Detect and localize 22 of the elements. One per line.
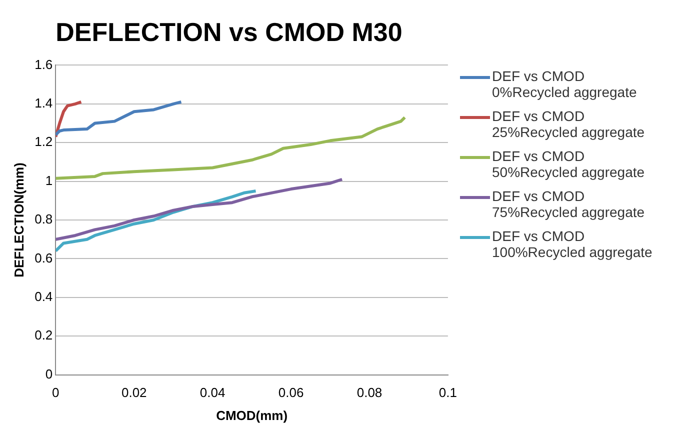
y-tick-label: 1 <box>45 172 53 188</box>
y-tick-label: 0.2 <box>34 328 53 343</box>
x-axis-title: CMOD(mm) <box>216 408 288 423</box>
x-tick-label: 0.04 <box>200 385 226 400</box>
x-tick-label: 0.1 <box>438 385 458 400</box>
x-tick-label: 0.08 <box>356 385 382 400</box>
y-tick-label: 0.4 <box>34 288 53 304</box>
x-tick-label: 0.06 <box>278 385 304 400</box>
y-tick-label: 0 <box>45 366 53 382</box>
legend-label: DEF vs CMOD 100%Recycled aggregate <box>492 228 654 260</box>
y-tick-label: 0.8 <box>34 212 53 227</box>
y-tick-label: 1.2 <box>34 134 53 150</box>
y-tick-label: 1.4 <box>34 95 53 110</box>
legend-label: DEF vs CMOD 75%Recycled aggregate <box>492 188 646 220</box>
y-tick-label: 1.6 <box>34 56 53 72</box>
legend-label: DEF vs CMOD 50%Recycled aggregate <box>492 148 646 180</box>
chart-title: DEFLECTION vs CMOD M30 <box>56 16 402 47</box>
y-axis-title: DEFLECTION(mm) <box>11 162 26 278</box>
legend-label: DEF vs CMOD 0%Recycled aggregate <box>492 68 638 100</box>
y-tick-label: 0.6 <box>34 250 53 266</box>
legend-label: DEF vs CMOD 25%Recycled aggregate <box>492 108 646 140</box>
x-tick-label: 0.02 <box>121 385 147 400</box>
